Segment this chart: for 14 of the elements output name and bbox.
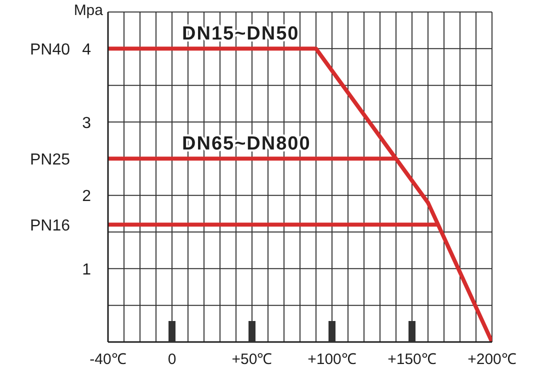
x-tick-label: +50℃ xyxy=(232,351,272,368)
text: PN25 xyxy=(30,151,70,168)
x-tick-label: +150℃ xyxy=(388,351,436,368)
y-tick-label: 1 xyxy=(82,261,92,278)
x-tick-label: +200℃ xyxy=(468,351,516,368)
y-axis-title: Mpa xyxy=(74,2,104,19)
y-tick-label: 4 xyxy=(82,41,92,58)
x-tick-label: -40℃ xyxy=(90,351,126,368)
text: PN40 xyxy=(30,41,70,58)
y-tick-label: 2 xyxy=(82,188,92,206)
x-tick-label: 0 xyxy=(168,351,176,368)
x-tick-label: +100℃ xyxy=(308,351,356,368)
text: PN16 xyxy=(30,217,70,234)
y-tick-label: 3 xyxy=(82,114,92,132)
